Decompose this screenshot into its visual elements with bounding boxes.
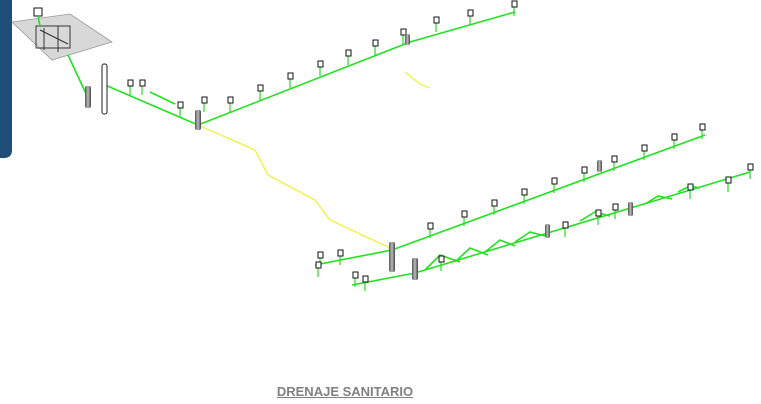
caption: DRENAJE SANITARIO	[0, 384, 690, 399]
slide: DRENAJE SANITARIO	[0, 0, 761, 404]
green-pipes	[68, 12, 750, 285]
pipe-stacks	[85, 34, 633, 280]
side-bar	[0, 0, 12, 158]
building	[12, 8, 112, 60]
drawing	[0, 0, 761, 404]
fixtures	[128, 1, 753, 291]
